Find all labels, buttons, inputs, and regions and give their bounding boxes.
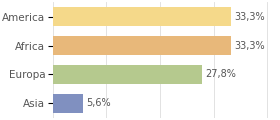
Text: 5,6%: 5,6% [86,98,111,108]
Bar [53,7,231,26]
Bar [53,65,202,84]
Bar [53,36,231,55]
Bar [53,94,83,113]
Text: 33,3%: 33,3% [235,12,265,22]
Text: 27,8%: 27,8% [205,69,236,79]
Text: 33,3%: 33,3% [235,41,265,51]
